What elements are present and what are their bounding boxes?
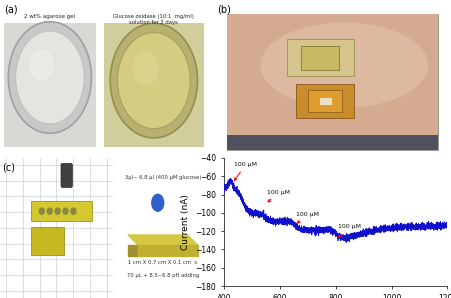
Text: (c): (c) bbox=[2, 162, 15, 172]
Text: 100 μM: 100 μM bbox=[234, 162, 257, 180]
Polygon shape bbox=[128, 245, 138, 256]
FancyBboxPatch shape bbox=[226, 14, 437, 150]
FancyBboxPatch shape bbox=[4, 23, 96, 147]
FancyBboxPatch shape bbox=[296, 84, 353, 118]
Ellipse shape bbox=[15, 31, 84, 124]
Circle shape bbox=[63, 208, 68, 214]
Text: 2 wt% agarose gel: 2 wt% agarose gel bbox=[24, 14, 75, 19]
Text: 3μl~ 6.8 μl (400 μM glucose): 3μl~ 6.8 μl (400 μM glucose) bbox=[124, 175, 200, 180]
Text: 100 μM: 100 μM bbox=[267, 190, 290, 202]
FancyBboxPatch shape bbox=[104, 23, 203, 147]
FancyBboxPatch shape bbox=[31, 201, 92, 221]
Text: 1 cm X 0.7 cm X 0.1 cm  s: 1 cm X 0.7 cm X 0.1 cm s bbox=[128, 260, 197, 265]
FancyBboxPatch shape bbox=[31, 226, 64, 254]
Circle shape bbox=[71, 208, 76, 214]
Ellipse shape bbox=[260, 22, 427, 108]
FancyBboxPatch shape bbox=[286, 39, 353, 76]
Circle shape bbox=[152, 194, 163, 211]
Text: 100 μM: 100 μM bbox=[296, 212, 319, 223]
Ellipse shape bbox=[117, 32, 190, 129]
Ellipse shape bbox=[132, 51, 159, 85]
Circle shape bbox=[55, 208, 60, 214]
Polygon shape bbox=[138, 245, 197, 256]
Text: 100 μM: 100 μM bbox=[337, 224, 360, 238]
Ellipse shape bbox=[29, 49, 54, 80]
Circle shape bbox=[47, 208, 52, 214]
FancyBboxPatch shape bbox=[300, 46, 339, 70]
FancyBboxPatch shape bbox=[226, 135, 437, 150]
Polygon shape bbox=[128, 235, 197, 245]
Text: 70 μL + 8.5~6.8 pH adding: 70 μL + 8.5~6.8 pH adding bbox=[126, 273, 198, 278]
Ellipse shape bbox=[8, 22, 91, 133]
Y-axis label: Current (nA): Current (nA) bbox=[180, 194, 189, 250]
FancyBboxPatch shape bbox=[61, 164, 72, 187]
Circle shape bbox=[39, 208, 44, 214]
Text: (a): (a) bbox=[4, 5, 18, 15]
FancyBboxPatch shape bbox=[226, 14, 437, 150]
Text: (b): (b) bbox=[217, 5, 230, 15]
Text: Glucose oxidase (10:1  mg/ml)
solution for 2 days: Glucose oxidase (10:1 mg/ml) solution fo… bbox=[113, 14, 194, 25]
Ellipse shape bbox=[110, 23, 197, 138]
FancyBboxPatch shape bbox=[308, 90, 341, 111]
FancyBboxPatch shape bbox=[319, 98, 331, 105]
